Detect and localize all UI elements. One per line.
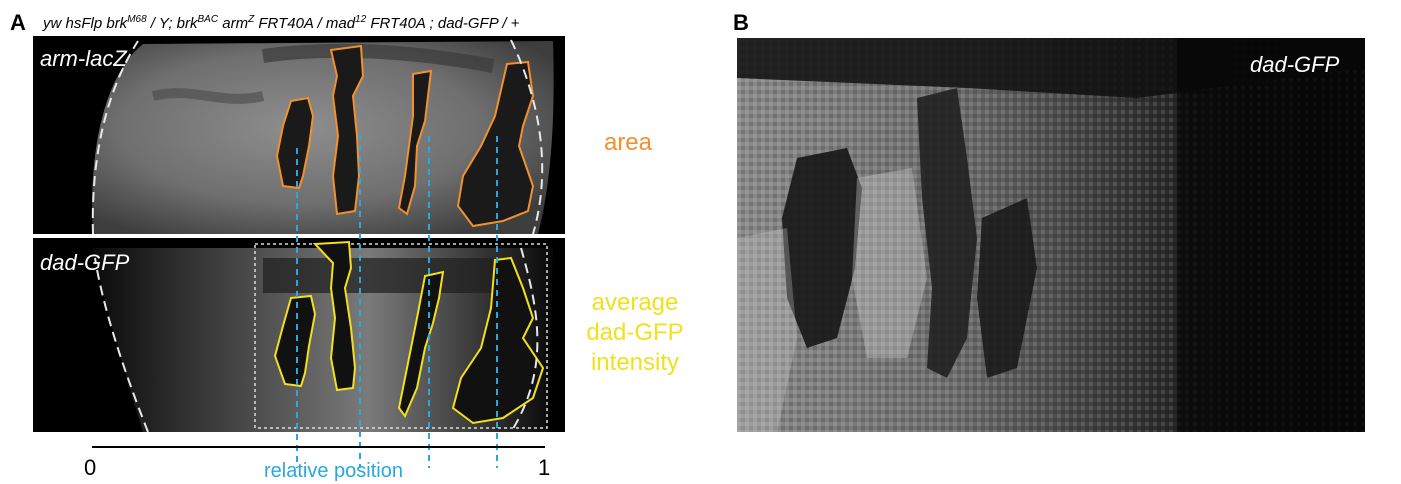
position-lines: [296, 134, 498, 468]
dark-clone-region-1: [782, 148, 862, 348]
axis-label: relative position: [264, 460, 403, 482]
clone-outline-4: [456, 60, 535, 228]
clone-outline-gfp-4: [451, 256, 545, 425]
tissue-boundary-left: [91, 40, 139, 234]
clone-outline-gfp-3: [397, 270, 445, 418]
tissue-boundary-right: [510, 39, 544, 234]
arm-lacz-image: [33, 36, 565, 234]
dad-gfp-image-a: [33, 238, 565, 432]
clone-outline-gfp-2: [312, 240, 357, 392]
intensity-label-line-1: average: [591, 289, 679, 316]
intensity-label: average dad-GFP intensity: [570, 288, 700, 378]
tissue-region: [92, 41, 554, 234]
clone-outline-1: [275, 96, 315, 190]
area-label: area: [603, 129, 653, 156]
dad-gfp-label-a: dad-GFP: [40, 250, 130, 275]
axis-line: [92, 446, 545, 448]
gfp-tissue-boundary-right: [510, 247, 539, 432]
dad-gfp-image-b: [737, 38, 1365, 432]
roi-box: [254, 243, 548, 429]
axis-end-label: 1: [538, 455, 551, 480]
clone-outline-gfp-1: [273, 294, 317, 388]
clone-outline-2: [329, 44, 365, 216]
dad-gfp-label-b: dad-GFP: [1250, 52, 1340, 77]
gfp-tissue-boundary-left: [94, 257, 149, 432]
panel-b-letter: B: [733, 10, 749, 35]
intensity-label-line-3: intensity: [590, 349, 680, 376]
axis-start-label: 0: [84, 455, 97, 480]
panel-a-letter: A: [10, 10, 26, 35]
dark-clone-region-2: [917, 88, 977, 378]
intensity-label-line-2: dad-GFP: [586, 319, 684, 346]
genotype-text: yw hsFlp brkM68 / Y; brkBAC armZ FRT40A …: [43, 14, 520, 32]
dark-clone-region-3: [977, 198, 1037, 378]
arm-lacz-label: arm-lacZ: [40, 46, 127, 71]
clone-outline-3: [397, 69, 433, 216]
